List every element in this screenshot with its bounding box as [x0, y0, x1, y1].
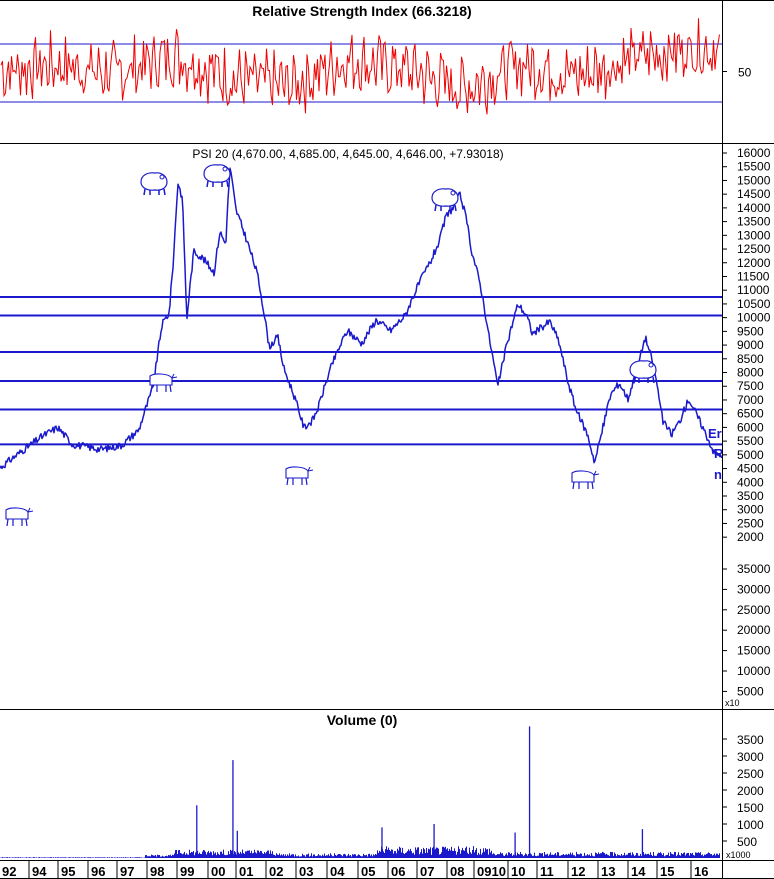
- price-tick-label: 5500: [737, 434, 764, 448]
- x-axis-year-label: 02: [269, 864, 283, 879]
- price-tick-label: 14000: [737, 201, 771, 215]
- price-tick-label: 16000: [737, 146, 771, 160]
- rsi-title: Relative Strength Index (66.3218): [252, 3, 471, 19]
- rsi-tick-label: 50: [738, 66, 752, 80]
- bull-icon: [149, 373, 178, 393]
- price-tick-label: 20000: [737, 623, 771, 637]
- x-axis-year-label: 05: [361, 864, 375, 879]
- bear-icon: [431, 188, 459, 212]
- volume-tick-label: 3500: [737, 733, 764, 747]
- x-axis-year-label: 12: [571, 864, 585, 879]
- price-tick-label: 3000: [737, 503, 764, 517]
- price-tick-label: 12500: [737, 242, 771, 256]
- price-tick-label: 10000: [737, 664, 771, 678]
- psi20-series-line: [0, 167, 721, 470]
- price-tick-label: 3500: [737, 489, 764, 503]
- price-tick-label: 12000: [737, 256, 771, 270]
- price-tick-label: 2000: [737, 530, 764, 544]
- price-tick-label: 11500: [737, 269, 770, 283]
- x-axis-year-label: 94: [32, 864, 47, 879]
- price-tick-label: 8000: [737, 366, 764, 380]
- x-axis-year-label: 99: [180, 864, 194, 879]
- x-axis-year-label: 06: [391, 864, 405, 879]
- bull-icon: [571, 470, 600, 490]
- price-tick-label: 15500: [737, 160, 771, 174]
- price-scale-multiplier: x10: [725, 698, 740, 708]
- price-tick-label: 10500: [737, 297, 771, 311]
- price-annotation-er: Er: [708, 426, 722, 441]
- price-tick-label: 7000: [737, 393, 764, 407]
- price-tick-label: 4500: [737, 462, 764, 476]
- x-axis-year-label: 96: [91, 864, 105, 879]
- price-tick-label: 8500: [737, 352, 764, 366]
- price-panel: PSI 20 (4,670.00, 4,685.00, 4,645.00, 4,…: [0, 146, 771, 708]
- bear-icon: [629, 360, 657, 384]
- x-axis-year-label: 92: [2, 864, 16, 879]
- x-axis-year-label: 10: [511, 864, 525, 879]
- price-title: PSI 20 (4,670.00, 4,685.00, 4,645.00, 4,…: [192, 147, 503, 161]
- price-tick-label: 10000: [737, 311, 771, 325]
- x-axis-year-label: 07: [420, 864, 434, 879]
- volume-tick-label: 1000: [737, 818, 764, 832]
- bear-icon: [140, 172, 168, 196]
- volume-tick-label: 500: [737, 835, 757, 849]
- price-tick-label: 35000: [737, 562, 771, 576]
- rsi-panel: Relative Strength Index (66.3218) 50: [0, 3, 752, 115]
- x-axis-year-label: 08: [450, 864, 464, 879]
- price-tick-label: 6000: [737, 420, 764, 434]
- price-tick-label: 4000: [737, 475, 764, 489]
- price-tick-label: 9500: [737, 324, 764, 338]
- bull-icon: [285, 466, 314, 486]
- x-axis-year-label: 00: [211, 864, 225, 879]
- volume-tick-label: 3000: [737, 750, 764, 764]
- price-annotation-n: n: [714, 467, 722, 482]
- volume-scale-multiplier: x1000: [726, 850, 751, 860]
- price-tick-label: 13000: [737, 228, 771, 242]
- price-tick-label: 7500: [737, 379, 764, 393]
- x-axis-year-label: 13: [601, 864, 615, 879]
- volume-title: Volume (0): [327, 712, 398, 728]
- price-tick-label: 30000: [737, 582, 771, 596]
- price-tick-label: 9000: [737, 338, 764, 352]
- price-tick-label: 11000: [737, 283, 770, 297]
- x-axis-year-label: 0910: [477, 864, 506, 879]
- rsi-series-line: [0, 18, 720, 115]
- volume-bars: [0, 726, 720, 858]
- x-axis-year-label: 95: [61, 864, 75, 879]
- price-tick-label: 13500: [737, 215, 771, 229]
- price-tick-label: 6500: [737, 407, 764, 421]
- x-axis-year-label: 16: [694, 864, 708, 879]
- price-annotation-r: R: [714, 446, 724, 461]
- volume-tick-label: 2500: [737, 767, 764, 781]
- price-tick-label: 25000: [737, 603, 771, 617]
- x-axis-year-labels: 92 94 95 96 97 98 99 00 01 02 03 04 05 06 07 08 0910 10 11…: [2, 860, 708, 879]
- x-axis-year-label: 15: [660, 864, 674, 879]
- price-tick-label: 14500: [737, 187, 771, 201]
- x-axis-year-label: 01: [239, 864, 253, 879]
- x-axis-year-label: 98: [150, 864, 164, 879]
- price-tick-label: 5000: [737, 684, 764, 698]
- bull-icon: [5, 507, 34, 527]
- price-tick-label: 15000: [737, 644, 771, 658]
- volume-tick-label: 1500: [737, 801, 764, 815]
- x-axis-year-label: 14: [631, 864, 646, 879]
- price-tick-label: 2500: [737, 516, 764, 530]
- price-y-axis-ticks: 1600015500150001450014000135001300012500…: [722, 146, 771, 708]
- volume-tick-label: 2000: [737, 784, 764, 798]
- bear-icon: [203, 164, 231, 188]
- x-axis-year-label: 11: [540, 864, 554, 879]
- x-axis-year-label: 97: [120, 864, 134, 879]
- x-axis-year-label: 03: [299, 864, 313, 879]
- x-axis-year-label: 04: [330, 864, 345, 879]
- volume-panel: Volume (0) 3500 3000 2500 2000 1500 1000 500x1…: [0, 712, 764, 860]
- price-tick-label: 5000: [737, 448, 764, 462]
- price-tick-label: 15000: [737, 173, 771, 187]
